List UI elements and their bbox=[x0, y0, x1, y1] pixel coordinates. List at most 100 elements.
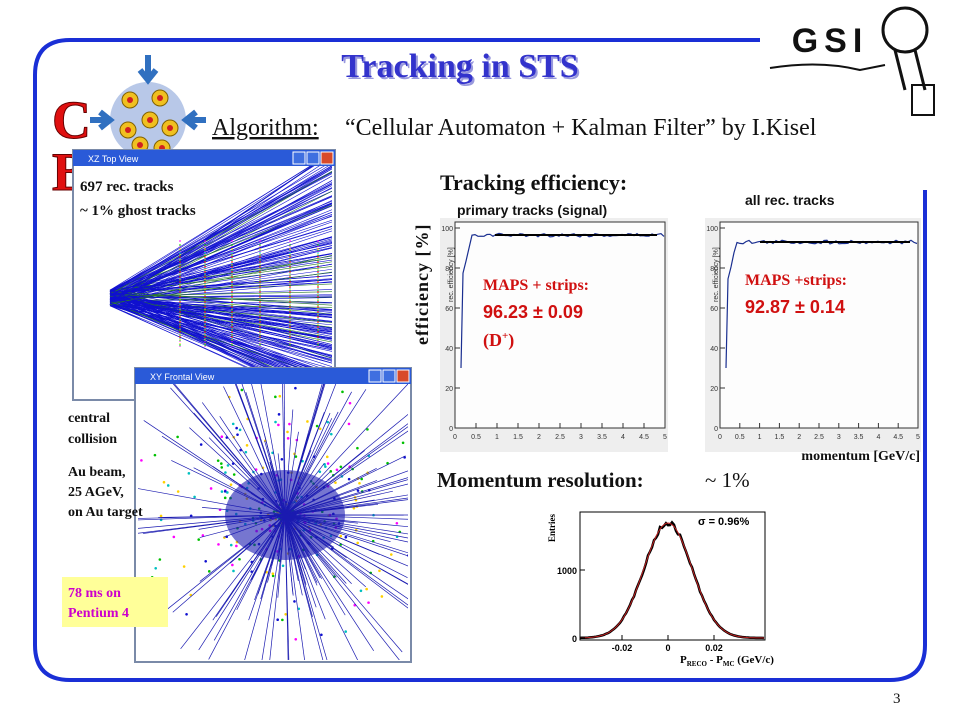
y-tick-label: 40 bbox=[445, 346, 453, 353]
window-button bbox=[369, 370, 381, 382]
y-tick-label: 1000 bbox=[557, 566, 577, 576]
collision-note: collision bbox=[68, 432, 117, 447]
x-tick-label: -0.02 bbox=[612, 643, 633, 653]
hit bbox=[279, 395, 282, 398]
cbm-dot-core bbox=[147, 117, 153, 123]
algorithm-label: Algorithm: bbox=[212, 115, 319, 141]
hit bbox=[294, 387, 297, 390]
note-text: (D bbox=[483, 330, 502, 351]
hit bbox=[274, 396, 277, 399]
y-tick-label: 60 bbox=[710, 306, 718, 313]
hit bbox=[233, 473, 236, 476]
hit bbox=[294, 638, 297, 641]
track-core bbox=[225, 470, 345, 560]
hit bbox=[306, 420, 309, 423]
hit bbox=[358, 482, 361, 485]
x-tick-label: 3.5 bbox=[597, 434, 607, 441]
plot-area bbox=[455, 222, 665, 428]
logo-shape bbox=[883, 8, 927, 52]
note-text: ) bbox=[508, 330, 514, 351]
y-tick-label: 100 bbox=[706, 226, 718, 233]
hit bbox=[427, 537, 430, 540]
hit bbox=[200, 443, 203, 446]
hit bbox=[365, 588, 368, 591]
gsi-logo-text: GSI bbox=[792, 22, 869, 60]
hit bbox=[176, 436, 179, 439]
hit bbox=[282, 564, 285, 567]
track-count: 697 rec. tracks bbox=[80, 179, 174, 195]
resolution-heading: Momentum resolution: bbox=[437, 468, 644, 492]
sigma-label: σ = 0.96% bbox=[698, 516, 749, 528]
hit bbox=[232, 570, 235, 573]
hit bbox=[277, 424, 280, 427]
y-tick-label: 20 bbox=[445, 386, 453, 393]
timing-note: 78 ms on bbox=[68, 586, 121, 601]
logo-shape bbox=[770, 64, 885, 70]
hit bbox=[221, 435, 224, 438]
hit bbox=[360, 589, 363, 592]
y-tick-label: 40 bbox=[710, 346, 718, 353]
hit bbox=[431, 469, 434, 472]
cbm-arrow bbox=[140, 55, 156, 80]
hit bbox=[316, 425, 319, 428]
hit bbox=[224, 471, 227, 474]
hit bbox=[129, 547, 132, 550]
page-number: 3 bbox=[893, 691, 901, 707]
hit bbox=[349, 402, 352, 405]
window-button bbox=[397, 370, 409, 382]
x-tick-label: 0.5 bbox=[735, 434, 745, 441]
hit bbox=[326, 456, 329, 459]
x-tick-label: 0 bbox=[453, 434, 457, 441]
y-tick-label: 0 bbox=[572, 634, 577, 644]
hit bbox=[378, 569, 381, 572]
x-tick-label: 0.5 bbox=[471, 434, 481, 441]
hit bbox=[339, 535, 342, 538]
hit bbox=[230, 483, 233, 486]
hit bbox=[231, 564, 234, 567]
result-note: (D+) bbox=[483, 330, 514, 351]
cbm-dot-core bbox=[137, 142, 143, 148]
cbm-arrow bbox=[186, 112, 206, 128]
hit bbox=[239, 429, 242, 432]
beam-note: Au beam, bbox=[68, 465, 126, 480]
hit bbox=[348, 423, 351, 426]
hit bbox=[320, 634, 323, 637]
beam-note: on Au target bbox=[68, 505, 143, 520]
hit bbox=[433, 457, 436, 460]
hit bbox=[356, 542, 359, 545]
hit bbox=[230, 544, 233, 547]
cbm-dot-core bbox=[157, 95, 163, 101]
x-tick-label: 4.5 bbox=[639, 434, 649, 441]
hit bbox=[241, 389, 244, 392]
hit bbox=[140, 459, 143, 462]
hit bbox=[188, 472, 191, 475]
cbm-dot-core bbox=[127, 97, 133, 103]
result-label: MAPS +strips: bbox=[745, 272, 847, 289]
hit bbox=[210, 487, 213, 490]
hit bbox=[281, 619, 284, 622]
label-part: RECO bbox=[687, 660, 708, 668]
hit bbox=[159, 558, 162, 561]
cbm-dot-core bbox=[167, 125, 173, 131]
hit bbox=[235, 545, 238, 548]
plot-area bbox=[580, 512, 765, 640]
collision-note: central bbox=[68, 411, 110, 426]
window-title: XY Frontal View bbox=[150, 372, 215, 382]
hit bbox=[356, 447, 359, 450]
hit bbox=[208, 570, 211, 573]
panel-axis-label: rec. efficiency [%] bbox=[713, 247, 720, 302]
hit bbox=[245, 451, 248, 454]
hit bbox=[167, 484, 170, 487]
hit bbox=[183, 565, 186, 568]
ghost-tracks: ~ 1% ghost tracks bbox=[80, 203, 196, 219]
efficiency-y-label: efficiency [%] bbox=[412, 224, 432, 345]
result-value: 96.23 ± 0.09 bbox=[483, 302, 583, 322]
hit bbox=[414, 486, 417, 489]
x-tick-label: 1 bbox=[758, 434, 762, 441]
hit bbox=[340, 465, 343, 468]
x-tick-label: 0.02 bbox=[705, 643, 723, 653]
x-tick-label: 0 bbox=[665, 643, 670, 653]
panel-caption: all rec. tracks bbox=[745, 192, 835, 208]
